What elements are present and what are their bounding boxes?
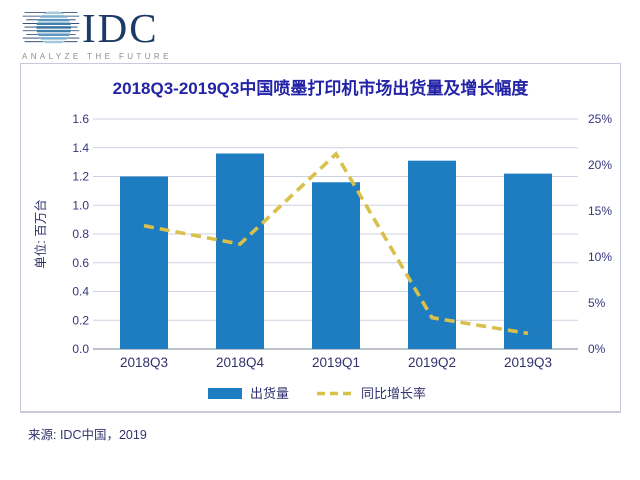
left-axis-tick-label: 1.2 <box>72 170 89 184</box>
growth-line <box>143 151 529 336</box>
x-axis-label-2018Q3: 2018Q3 <box>120 355 168 370</box>
left-axis-tick-label: 1.0 <box>72 198 89 212</box>
combo-chart: 0.0 0.2 0.4 0.6 0.8 1.0 1.2 1.4 1.6 0% 5% 10% 15% 20%… <box>33 112 612 401</box>
chart-card: 2018Q3-2019Q3中国喷墨打印机市场出货量及增长幅度 0.0 0.2 0.4… <box>20 63 621 413</box>
right-axis-tick-label: 5% <box>588 296 606 310</box>
bar-2019Q3 <box>504 173 552 349</box>
source-note: 来源: IDC中国，2019 <box>28 428 147 442</box>
left-axis-tick-label: 0.0 <box>72 342 89 356</box>
idc-logo: IDC ANALYZE THE FUTURE <box>22 5 172 62</box>
legend-line-label: 同比增长率 <box>361 386 426 401</box>
legend-bar-label: 出货量 <box>250 386 289 401</box>
right-axis-tick-label: 20% <box>588 158 612 172</box>
left-axis-tick-label: 0.4 <box>72 285 89 299</box>
left-axis-tick-label: 0.6 <box>72 256 89 270</box>
right-axis-tick-label: 0% <box>588 342 606 356</box>
left-axis-tick-label: 0.8 <box>72 227 89 241</box>
x-axis-label-2019Q3: 2019Q3 <box>504 355 552 370</box>
right-axis-tick-label: 10% <box>588 250 612 264</box>
x-axis-label-2019Q2: 2019Q2 <box>408 355 456 370</box>
idc-logo-text: IDC <box>82 5 159 51</box>
right-axis-tick-label: 15% <box>588 204 612 218</box>
bar-2018Q3 <box>120 176 168 349</box>
idc-globe-icon <box>22 10 80 46</box>
chart-title: 2018Q3-2019Q3中国喷墨打印机市场出货量及增长幅度 <box>112 79 529 98</box>
right-axis-tick-label: 25% <box>588 112 612 126</box>
legend-bar-swatch <box>208 388 242 399</box>
left-axis-title: 单位: 百万台 <box>33 199 48 268</box>
left-axis-tick-label: 1.4 <box>72 141 89 155</box>
left-axis-tick-label: 0.2 <box>72 313 89 327</box>
x-axis-label-2018Q4: 2018Q4 <box>216 355 265 370</box>
bar-2018Q4 <box>216 153 264 349</box>
bar-2019Q1 <box>312 182 360 349</box>
x-axis-label-2019Q1: 2019Q1 <box>312 355 360 370</box>
left-axis-tick-label: 1.6 <box>72 112 89 126</box>
idc-tagline: ANALYZE THE FUTURE <box>22 52 172 61</box>
